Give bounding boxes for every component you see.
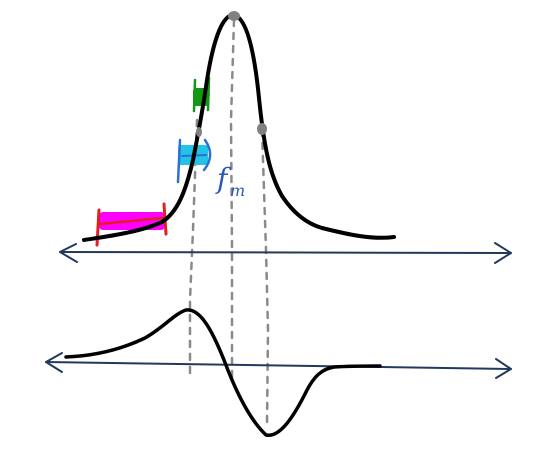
green-interval-line: [193, 94, 210, 97]
red-interval-line: [98, 216, 165, 226]
green-right-tick: [206, 76, 211, 112]
top-axis: [59, 242, 512, 264]
bottom-axis-line: [45, 361, 512, 370]
blue-right-tick: [202, 138, 212, 172]
peak-dot: [228, 11, 240, 21]
inflection-dot-right: [257, 123, 267, 135]
peak-curve: [82, 13, 396, 242]
guide-line-left: [188, 118, 199, 377]
fm-label-subscript: m: [230, 181, 245, 200]
bottom-axis-right-arrowhead: [495, 358, 512, 379]
bottom-axis: [45, 352, 512, 379]
guide-lines: [188, 18, 270, 427]
inflection-dot-left: [196, 127, 202, 137]
bottom-axis-left-arrowhead: [45, 352, 63, 373]
guide-line-center: [229, 18, 236, 382]
top-axis-line: [59, 251, 512, 254]
guide-line-right: [260, 128, 270, 427]
top-axis-left-arrowhead: [59, 243, 78, 263]
top-axis-right-arrowhead: [494, 242, 512, 264]
fm-label: f m: [215, 162, 245, 200]
derivative-curve: [64, 308, 382, 437]
blue-left-tick: [176, 138, 182, 184]
